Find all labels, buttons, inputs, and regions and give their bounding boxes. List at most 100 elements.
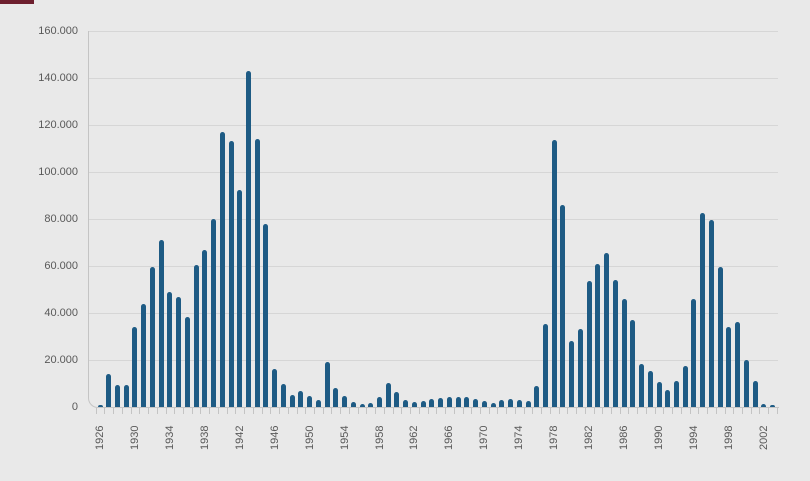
x-axis-label: 1938	[198, 425, 211, 450]
bar-1966	[446, 397, 452, 407]
x-axis-label: 1982	[583, 425, 596, 450]
x-tick	[244, 408, 246, 414]
x-tick	[279, 408, 280, 414]
bar-2000	[743, 360, 749, 407]
x-tick	[479, 408, 481, 414]
bar-2001	[752, 381, 758, 407]
y-axis-label: 60.000	[44, 260, 78, 272]
bar-1944	[254, 139, 260, 407]
x-tick	[191, 408, 193, 414]
bar-1936	[184, 316, 190, 407]
bar-1938	[202, 249, 208, 407]
x-tick	[567, 408, 569, 414]
x-tick	[776, 408, 778, 414]
x-tick	[698, 408, 700, 414]
bar-1994	[691, 298, 697, 407]
bar-1993	[682, 366, 688, 407]
x-tick	[401, 408, 403, 414]
x-axis-label: 1950	[303, 425, 316, 450]
gridline	[89, 360, 778, 361]
gridline	[89, 78, 778, 79]
x-tick	[348, 408, 350, 414]
bar-1995	[700, 213, 706, 407]
x-tick	[296, 408, 298, 414]
bar-1941	[228, 141, 234, 407]
x-tick	[331, 408, 333, 414]
bar-1960	[394, 391, 400, 407]
bar-1975	[525, 400, 531, 407]
x-tick	[436, 408, 438, 414]
x-tick	[156, 408, 158, 414]
x-tick	[715, 408, 717, 414]
x-axis-label: 1930	[128, 425, 141, 450]
bar-1991	[665, 389, 671, 407]
bar-1937	[193, 264, 199, 407]
x-tick	[680, 408, 682, 414]
bar-1957	[368, 402, 374, 407]
plot-area	[88, 31, 779, 408]
x-tick	[200, 408, 202, 414]
x-tick	[366, 408, 368, 414]
x-tick	[95, 408, 97, 414]
x-tick	[410, 408, 411, 414]
x-tick	[558, 408, 560, 414]
bar-1963	[420, 400, 426, 407]
bar-1946	[272, 369, 278, 407]
x-tick	[471, 408, 473, 414]
x-tick	[602, 408, 604, 414]
x-tick	[235, 408, 237, 414]
bar-1954	[342, 396, 347, 407]
bar-2002	[761, 404, 767, 407]
bar-1934	[167, 291, 173, 408]
bar-1931	[141, 303, 147, 407]
bar-1998	[726, 327, 732, 407]
x-tick	[497, 408, 499, 414]
x-tick	[741, 408, 743, 414]
bar-1997	[717, 267, 723, 407]
x-tick	[759, 408, 761, 414]
y-axis-label: 120.000	[38, 119, 78, 131]
bar-1985	[612, 280, 618, 407]
gridline	[89, 313, 778, 314]
gridline	[89, 125, 778, 126]
x-tick	[610, 408, 612, 414]
bar-1949	[298, 390, 304, 407]
bar-1939	[211, 219, 216, 407]
x-tick	[340, 408, 342, 414]
bar-1953	[333, 388, 339, 407]
x-axis-label: 2002	[757, 425, 770, 450]
y-axis-label: 0	[71, 401, 78, 413]
x-tick	[165, 408, 167, 414]
bar-1927	[106, 374, 112, 407]
bar-1981	[577, 329, 583, 407]
x-axis-label: 1926	[94, 425, 106, 450]
x-axis-label: 1934	[163, 425, 176, 450]
x-tick	[689, 408, 691, 414]
bar-1969	[473, 398, 479, 407]
x-tick	[654, 408, 656, 414]
bar-1961	[403, 399, 409, 407]
bar-1928	[115, 384, 120, 407]
x-tick	[707, 408, 708, 414]
bar-1942	[237, 189, 243, 407]
x-tick	[121, 408, 123, 414]
bar-1974	[516, 399, 522, 407]
x-tick	[183, 408, 184, 414]
x-axis-label: 1954	[338, 425, 351, 450]
x-tick	[488, 408, 490, 414]
x-tick	[305, 408, 307, 414]
bar-1972	[499, 399, 505, 407]
x-tick	[130, 408, 132, 414]
bar-1947	[280, 383, 286, 407]
x-axis-label: 1942	[233, 425, 246, 450]
y-axis-label: 160.000	[38, 25, 78, 37]
x-tick	[576, 408, 577, 414]
bar-1945	[263, 223, 269, 407]
gridline	[89, 172, 778, 173]
bar-1964	[429, 399, 435, 407]
x-axis-label: 1958	[373, 425, 386, 450]
x-tick	[523, 408, 525, 414]
bar-1965	[438, 398, 444, 407]
x-axis-label: 1994	[687, 425, 700, 450]
